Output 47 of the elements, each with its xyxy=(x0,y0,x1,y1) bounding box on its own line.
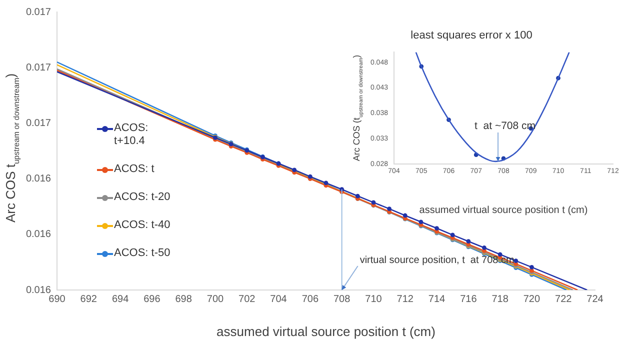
point xyxy=(498,252,502,257)
point xyxy=(371,200,376,205)
x-tick-label: 700 xyxy=(206,294,224,305)
point xyxy=(530,265,534,270)
legend-label: ACOS: t-20 xyxy=(114,191,172,204)
annotation: virtual source position, t at 708 cm xyxy=(360,254,514,266)
y-tick-label: 0.016 xyxy=(26,229,52,240)
point xyxy=(514,258,518,264)
point xyxy=(450,232,455,238)
x-tick-label: 720 xyxy=(523,294,540,305)
x-tick-label: 718 xyxy=(492,294,509,305)
x-tick-label: 722 xyxy=(555,294,572,305)
line-series xyxy=(415,52,570,162)
y-tick-label: 0.017 xyxy=(26,6,52,18)
x-tick-label: 692 xyxy=(80,294,98,305)
annotation: t at ~708 cm xyxy=(474,120,536,132)
x-tick-label: 710 xyxy=(365,294,382,305)
point xyxy=(482,246,486,250)
y-tick-label: 0.017 xyxy=(26,62,52,74)
x-tick-label: 702 xyxy=(238,294,256,305)
x-tick-label: 716 xyxy=(460,294,478,305)
x-tick-label: 714 xyxy=(428,294,446,305)
x-axis-title: assumed virtual source position t (cm) xyxy=(419,204,588,216)
legend-label: ACOS: t-50 xyxy=(114,247,172,260)
x-tick-label: 698 xyxy=(175,294,192,305)
legend-label: ACOS: t+10.4 xyxy=(114,122,150,148)
y-tick-label: 0.017 xyxy=(26,118,52,129)
x-tick-label: 712 xyxy=(396,294,414,305)
x-tick-label: 696 xyxy=(144,294,161,305)
x-axis-title: assumed virtual source position t (cm) xyxy=(216,324,436,339)
x-tick-label: 708 xyxy=(333,294,351,305)
x-tick-label: 704 xyxy=(270,294,288,305)
chart-title: least squares error x 100 xyxy=(410,30,532,42)
point xyxy=(434,226,439,230)
legend-label: ACOS: t-40 xyxy=(114,219,172,232)
point xyxy=(402,213,408,218)
y-tick-label: 0.016 xyxy=(26,284,52,296)
point xyxy=(418,220,424,224)
x-tick-label: 690 xyxy=(48,294,66,305)
legend-label: ACOS: t xyxy=(114,163,156,176)
x-tick-label: 724 xyxy=(586,294,604,305)
point xyxy=(387,206,392,212)
point xyxy=(355,194,360,198)
x-tick-label: 694 xyxy=(112,294,130,305)
y-tick-label: 0.016 xyxy=(26,174,52,185)
x-tick-label: 706 xyxy=(302,294,319,305)
point xyxy=(466,239,471,244)
